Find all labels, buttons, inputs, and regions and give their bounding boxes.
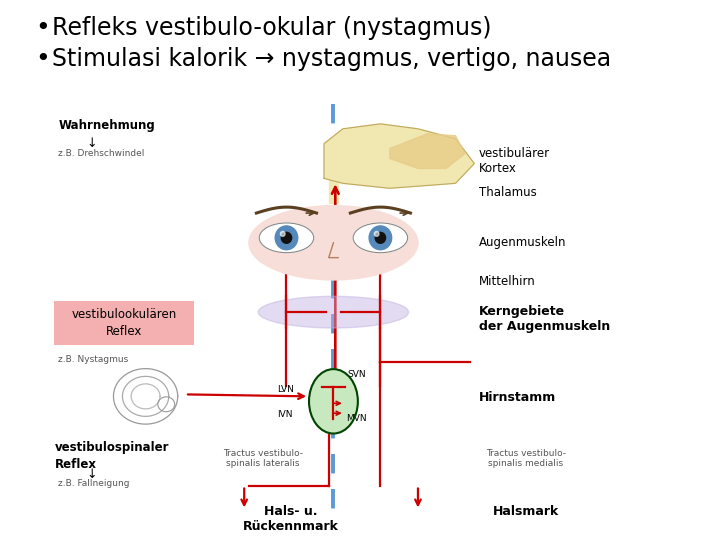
Text: SVN: SVN [348,370,366,379]
Ellipse shape [374,231,379,237]
Ellipse shape [275,226,298,249]
Text: z.B. Drehschwindel: z.B. Drehschwindel [58,148,145,158]
Text: •: • [36,16,50,40]
Text: ↓: ↓ [86,137,97,150]
Ellipse shape [249,206,418,280]
Text: Stimulasi kalorik → nystagmus, vertigo, nausea: Stimulasi kalorik → nystagmus, vertigo, … [52,48,611,71]
Text: Refleks vestibulo-okular (nystagmus): Refleks vestibulo-okular (nystagmus) [52,16,491,40]
Ellipse shape [258,296,408,328]
Text: vestibulookulären
Reflex: vestibulookulären Reflex [71,308,176,338]
Text: ↓: ↓ [86,468,97,481]
FancyBboxPatch shape [53,301,194,345]
Text: Mittelhirn: Mittelhirn [479,275,536,288]
Text: MVN: MVN [346,414,366,423]
Ellipse shape [280,231,285,237]
Ellipse shape [375,232,385,244]
Text: z.B. Nystagmus: z.B. Nystagmus [58,355,128,364]
Polygon shape [390,134,465,168]
Text: vestibulärer
Kortex: vestibulärer Kortex [479,147,550,174]
Ellipse shape [309,369,358,434]
Text: vestibulospinaler
Reflex: vestibulospinaler Reflex [55,441,169,471]
Text: Hals- u.
Rückennmark: Hals- u. Rückennmark [243,505,339,534]
Ellipse shape [259,223,314,253]
Text: Hirnstamm: Hirnstamm [479,392,557,404]
Text: Augenmuskeln: Augenmuskeln [479,236,567,249]
Ellipse shape [369,226,392,249]
Text: Tractus vestibulo-
spinalis lateralis: Tractus vestibulo- spinalis lateralis [223,449,303,468]
Ellipse shape [353,223,408,253]
Text: •: • [36,48,50,71]
Polygon shape [329,178,338,203]
Text: Wahrnehmung: Wahrnehmung [58,119,155,132]
Text: LVN: LVN [277,385,294,394]
Polygon shape [324,124,474,188]
Text: Tractus vestibulo-
spinalis medialis: Tractus vestibulo- spinalis medialis [486,449,566,468]
Text: IVN: IVN [277,410,292,418]
Ellipse shape [282,232,292,244]
Text: Thalamus: Thalamus [479,186,537,199]
Text: Kerngebiete
der Augenmuskeln: Kerngebiete der Augenmuskeln [479,305,611,333]
Text: Halsmark: Halsmark [493,505,559,518]
Text: z.B. Fallneigung: z.B. Fallneigung [58,478,130,488]
